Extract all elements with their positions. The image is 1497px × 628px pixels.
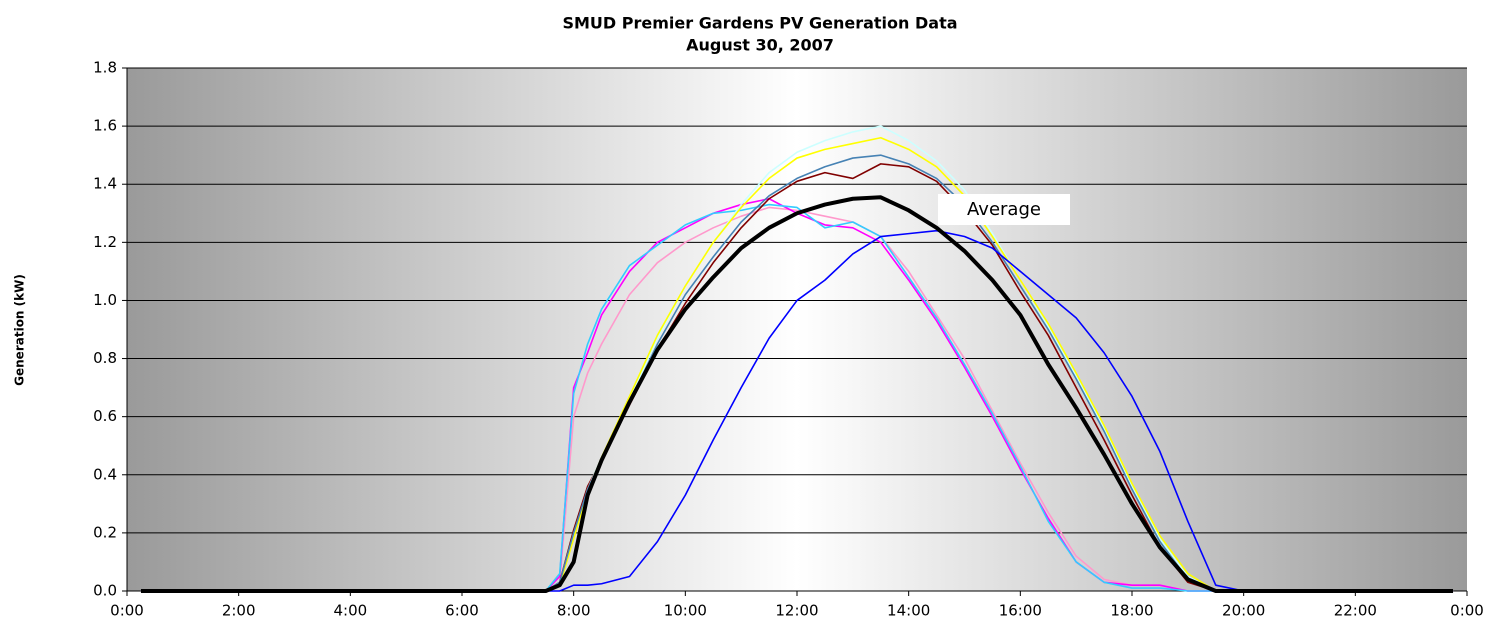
y-tick-label: 1.0 bbox=[93, 291, 117, 309]
y-tick-label: 0.0 bbox=[93, 582, 117, 600]
x-tick-label: 20:00 bbox=[1222, 602, 1265, 620]
x-tick-label: 18:00 bbox=[1110, 602, 1153, 620]
x-tick-label: 10:00 bbox=[664, 602, 707, 620]
series-line bbox=[140, 197, 1454, 592]
y-tick-label: 0.2 bbox=[93, 523, 117, 541]
y-tick-label: 1.6 bbox=[93, 117, 117, 135]
x-tick-label: 0:00 bbox=[110, 602, 144, 620]
series-line bbox=[140, 203, 1454, 592]
chart-title: SMUD Premier Gardens PV Generation Data bbox=[562, 14, 957, 33]
y-tick-label: 0.8 bbox=[93, 349, 117, 367]
y-tick-label: 0.4 bbox=[93, 465, 117, 483]
series-line bbox=[140, 195, 1454, 593]
x-tick-label: 6:00 bbox=[445, 602, 479, 620]
x-tick-label: 22:00 bbox=[1334, 602, 1377, 620]
x-tick-label: 0:00 bbox=[1450, 602, 1484, 620]
chart-subtitle: August 30, 2007 bbox=[686, 36, 834, 55]
y-tick-label: 1.2 bbox=[93, 233, 117, 251]
y-axis-label: Generation (kW) bbox=[13, 274, 27, 386]
x-tick-label: 8:00 bbox=[557, 602, 591, 620]
series-line bbox=[140, 229, 1454, 592]
y-tick-label: 1.4 bbox=[93, 175, 117, 193]
x-tick-label: 14:00 bbox=[887, 602, 930, 620]
x-tick-label: 2:00 bbox=[222, 602, 256, 620]
plot-background bbox=[127, 68, 1467, 591]
x-tick-label: 16:00 bbox=[999, 602, 1042, 620]
x-tick-label: 4:00 bbox=[333, 602, 367, 620]
x-tick-label: 12:00 bbox=[775, 602, 818, 620]
y-tick-label: 1.8 bbox=[93, 59, 117, 77]
annotation-box bbox=[938, 194, 1070, 225]
annotation: Average bbox=[967, 199, 1041, 220]
y-tick-label: 0.6 bbox=[93, 407, 117, 425]
